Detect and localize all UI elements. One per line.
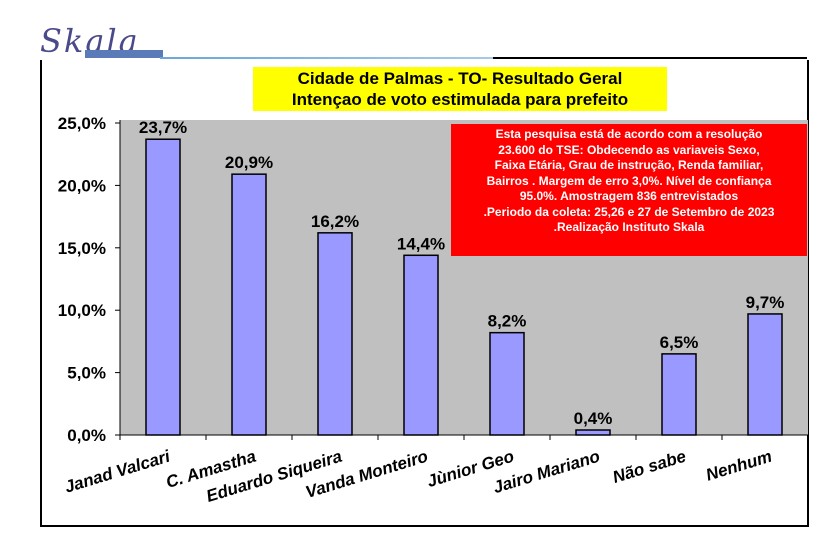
data-label: 20,9%: [225, 153, 273, 172]
bar: [747, 313, 783, 436]
bar: [575, 429, 611, 436]
y-tick-label: 15,0%: [58, 239, 106, 258]
chart-subtitle: Intençao de voto estimulada para prefeit…: [291, 90, 629, 109]
bar: [231, 173, 267, 436]
category-label: Janad Valcari: [62, 446, 173, 496]
bar: [145, 138, 181, 436]
data-label: 23,7%: [139, 118, 187, 137]
methodology-note: Esta pesquisa está de acordo com a resol…: [451, 124, 807, 256]
data-label: 8,2%: [488, 312, 527, 331]
y-tick-label: 10,0%: [58, 301, 106, 320]
note-line: .Realização Instituto Skala: [553, 220, 705, 234]
header-divider: [160, 57, 780, 59]
category-label: Não sabe: [610, 447, 688, 487]
chart-title: Cidade de Palmas - TO- Resultado Geral: [297, 69, 623, 88]
bar: [489, 331, 525, 436]
data-label: 6,5%: [660, 333, 699, 352]
note-line: Faixa Etária, Grau de instrução, Renda f…: [494, 158, 764, 172]
y-tick-label: 25,0%: [58, 114, 106, 133]
note-line: .Periodo da coleta: 25,26 e 27 de Setemb…: [483, 204, 775, 219]
data-label: 14,4%: [397, 234, 445, 253]
y-tick-label: 0,0%: [67, 426, 106, 445]
note-line: Bairros . Margem de erro 3,0%. Nível de …: [486, 173, 772, 188]
data-label: 0,4%: [574, 409, 613, 428]
y-tick-label: 5,0%: [67, 364, 106, 383]
bar: [403, 254, 439, 436]
bar: [317, 232, 353, 436]
y-tick-label: 20,0%: [58, 176, 106, 195]
note-line: 95.0%. Amostragem 836 entrevistados: [519, 189, 739, 203]
note-line: 23.600 do TSE: Obdecendo as variaveis Se…: [498, 142, 760, 157]
data-label: 16,2%: [311, 212, 359, 231]
note-line: Esta pesquisa está de acordo com a resol…: [495, 127, 763, 141]
category-label: Nenhum: [704, 447, 775, 485]
chart-title-box: Cidade de Palmas - TO- Resultado Geral I…: [253, 67, 667, 111]
frame-top-line: [493, 57, 807, 59]
logo-ribbon: [85, 50, 163, 58]
bar: [661, 353, 697, 436]
data-label: 9,7%: [746, 293, 785, 312]
